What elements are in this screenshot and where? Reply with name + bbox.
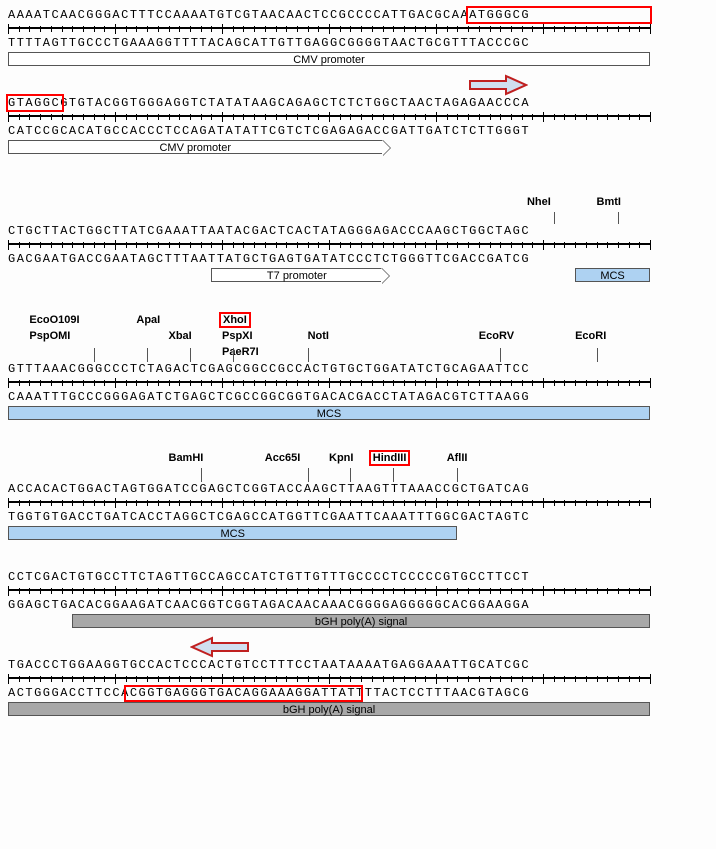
seq-block-960: EcoO109I ApaI XhoI PspOMI XbaI PspXI NotI EcoRV… — [8, 314, 708, 422]
sense-strand: CTGCTTACTGGCTTATCGAAATTAATACGACTCACTATAG… — [8, 224, 708, 238]
seq-block-780: AAAATCAACGGGACTTTCCAAAATGTCGTAACAACTCCGC… — [8, 8, 708, 68]
seq-block-840: GTAGGCGTGTACGGTGGGAGGTCTATATAAGCAGAGCTCT… — [8, 96, 708, 156]
enzyme-xbai: XbaI — [169, 330, 192, 342]
feature-mcs-3: MCS — [8, 526, 457, 540]
enzyme-acc65i: Acc65I — [265, 452, 300, 464]
sense-strand: CCTCGACTGTGCCTTCTAGTTGCCAGCCATCTGTTGTTTG… — [8, 570, 708, 584]
enzyme-bmti: BmtI — [597, 196, 621, 208]
feature-cmv-promoter-end: CMV promoter — [8, 140, 383, 154]
sense-strand: GTAGGCGTGTACGGTGGGAGGTCTATATAAGCAGAGCTCT… — [8, 96, 708, 110]
enzyme-noti: NotI — [308, 330, 329, 342]
seq-block-900: NheI BmtI CTGCTTACTGGCTTATCGAAATTAATACGACT… — [8, 196, 708, 284]
reverse-primer-arrow — [190, 636, 250, 658]
seq-block-1080: CCTCGACTGTGCCTTCTAGTTGCCAGCCATCTGTTGTTTG… — [8, 570, 708, 630]
antisense-strand: TTTTAGTTGCCCTGAAAGGTTTTACAGCATTGTTGAGGCG… — [8, 36, 708, 50]
sense-strand: GTTTAAACGGGCCCTCTAGACTCGAGCGGCCGCCACTGTG… — [8, 362, 708, 376]
enzyme-apai: ApaI — [136, 314, 160, 326]
sense-strand: AAAATCAACGGGACTTTCCAAAATGTCGTAACAACTCCGC… — [8, 8, 708, 22]
enzyme-pspxi: PspXI — [222, 330, 253, 342]
feature-mcs-1: MCS — [575, 268, 650, 282]
sense-strand: ACCACACTGGACTAGTGGATCCGAGCTCGGTACCAAGCTT… — [8, 482, 708, 496]
antisense-strand: GACGAATGACCGAATAGCTTTAATTATGCTGAGTGATATC… — [8, 252, 708, 266]
feature-mcs-2: MCS — [8, 406, 650, 420]
enzyme-ecorv: EcoRV — [479, 330, 514, 342]
antisense-strand: CATCCGCACATGCCACCCTCCAGATATATTCGTCTCGAGA… — [8, 124, 708, 138]
enzyme-ecoo109i: EcoO109I — [29, 314, 79, 326]
enzyme-hindiii: HindIII — [369, 450, 411, 466]
antisense-strand: ACTGGGACCTTCCACGGTGAGGGTGACAGGAAAGGATTAT… — [8, 686, 708, 700]
enzyme-kpni: KpnI — [329, 452, 353, 464]
enzyme-ecori: EcoRI — [575, 330, 606, 342]
enzyme-xhoi: XhoI — [219, 312, 251, 328]
enzyme-bamhi: BamHI — [169, 452, 204, 464]
feature-t7-promoter: T7 promoter — [211, 268, 382, 282]
feature-bgh-polya-1: bGH poly(A) signal — [72, 614, 650, 628]
enzyme-pspomi: PspOMI — [29, 330, 70, 342]
feature-bgh-polya-2: bGH poly(A) signal — [8, 702, 650, 716]
forward-primer-arrow — [468, 74, 528, 96]
seq-block-1020: BamHI Acc65I KpnI HindIII AflII ACCACACTGGACT… — [8, 452, 708, 542]
enzyme-aflii: AflII — [447, 452, 468, 464]
antisense-strand: TGGTGTGACCTGATCACCTAGGCTCGAGCCATGGTTCGAA… — [8, 510, 708, 524]
feature-cmv-promoter: CMV promoter — [8, 52, 650, 66]
sequence-map: AAAATCAACGGGACTTTCCAAAATGTCGTAACAACTCCGC… — [8, 8, 708, 718]
antisense-strand: GGAGCTGACACGGAAGATCAACGGTCGGTAGACAACAAAC… — [8, 598, 708, 612]
antisense-strand: CAAATTTGCCCGGGAGATCTGAGCTCGCCGGCGGTGACAC… — [8, 390, 708, 404]
seq-block-1140: TGACCCTGGAAGGTGCCACTCCCACTGTCCTTTCCTAATA… — [8, 658, 708, 718]
sense-strand: TGACCCTGGAAGGTGCCACTCCCACTGTCCTTTCCTAATA… — [8, 658, 708, 672]
enzyme-nhei: NheI — [527, 196, 551, 208]
